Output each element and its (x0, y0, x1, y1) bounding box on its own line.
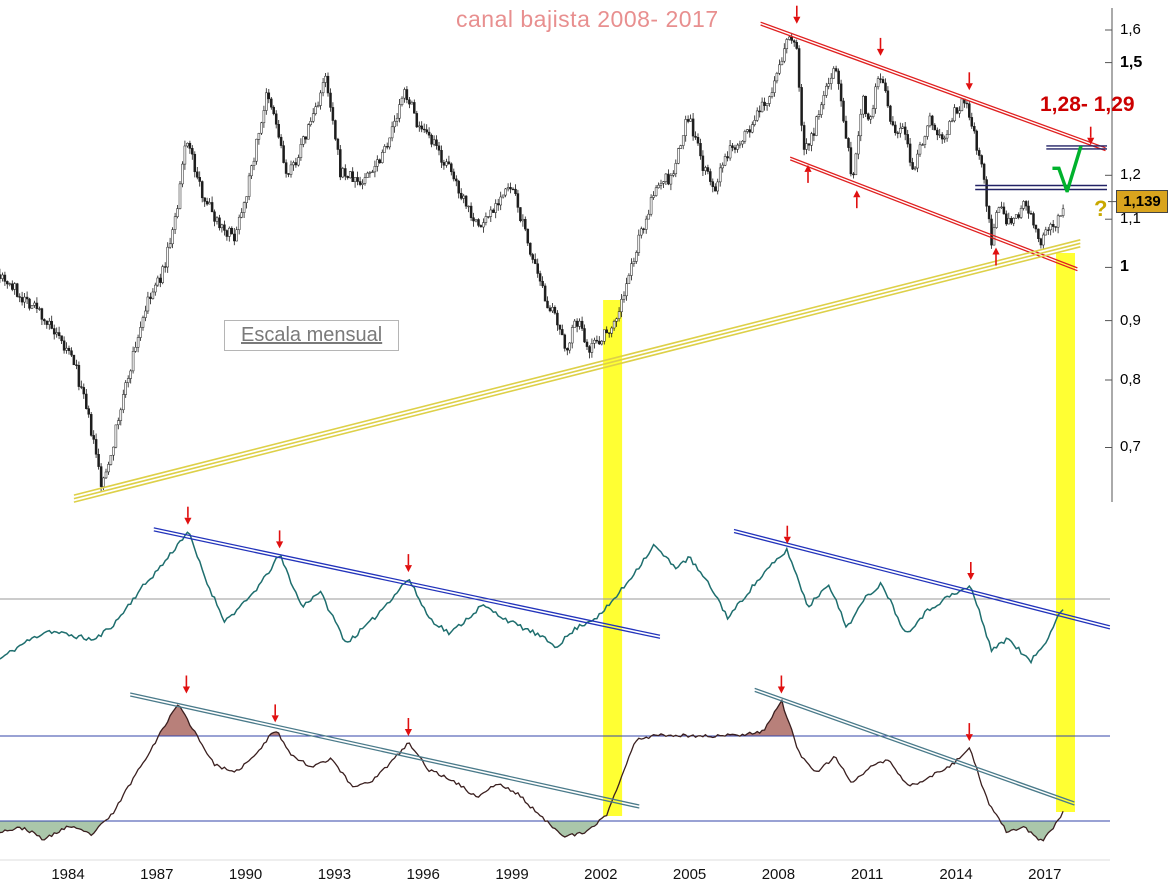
breakout-check-mark: √ (1051, 140, 1083, 205)
last-price-tag: 1,139 (1116, 190, 1168, 213)
x-axis-label: 1993 (317, 866, 352, 883)
y-axis-label: 1,5 (1120, 53, 1143, 71)
osc2-downtrend-2008-2018 (754, 687, 1075, 803)
osc1-downtrend-2008-2017 (733, 531, 1111, 630)
breakout-question-mark: ? (1094, 196, 1108, 221)
down-arrow-icon (783, 536, 791, 544)
overbought-fill (0, 700, 1064, 736)
up-arrow-icon (853, 190, 861, 198)
down-arrow-icon (404, 565, 412, 573)
down-arrow-icon (965, 83, 973, 91)
x-axis-label: 2014 (939, 866, 973, 883)
chart-title: canal bajista 2008- 2017 (456, 6, 719, 32)
osc2-downtrend-1988-2003 (130, 695, 640, 809)
bear-channel-upper (760, 24, 1106, 152)
highlight-bands (603, 253, 1075, 816)
x-axis-label: 1999 (495, 866, 529, 883)
bear-channel-lower (789, 156, 1078, 269)
oscillator2-threshold-fills (0, 700, 1064, 841)
down-arrow-icon (793, 16, 801, 24)
signal-arrows (182, 5, 1095, 742)
x-axis-label: 2008 (761, 866, 796, 883)
long-term-support (73, 239, 1081, 496)
up-arrow-icon (992, 247, 1000, 255)
scale-note: Escala mensual (224, 320, 400, 351)
x-axis-label: 1996 (406, 866, 440, 883)
long-term-support (73, 246, 1081, 503)
osc2-downtrend-2008-2018 (754, 690, 1075, 806)
oscillator2-line (0, 698, 1064, 842)
osc1-downtrend-1988-2004 (153, 527, 661, 636)
down-arrow-icon (876, 48, 885, 56)
oversold-fill (0, 821, 1064, 841)
down-arrow-icon (271, 715, 279, 723)
down-arrow-icon (965, 734, 973, 742)
down-arrow-icon (404, 729, 412, 736)
price-target-label: 1,28- 1,29 (1040, 93, 1135, 116)
y-axis-label: 1,6 (1120, 21, 1141, 38)
y-axis-label: 1,1 (1120, 210, 1141, 228)
x-axis-label: 2017 (1028, 866, 1062, 883)
osc2-downtrend-1988-2003 (130, 692, 640, 806)
y-axis-label: 0,8 (1120, 371, 1141, 389)
up-arrow-icon (804, 164, 812, 172)
down-arrow-icon (967, 573, 975, 580)
osc1-downtrend-1988-2004 (153, 530, 661, 639)
x-axis-label: 2005 (672, 866, 707, 883)
y-axis-label: 1 (1120, 258, 1129, 276)
oscillator1-line (0, 531, 1064, 665)
x-axis-label: 2002 (584, 866, 618, 883)
trendlines (73, 21, 1111, 809)
candlestick-series (0, 32, 1065, 492)
down-arrow-icon (1087, 137, 1095, 145)
panel-gridlines (0, 598, 1110, 861)
x-axis-label: 1984 (51, 866, 85, 883)
x-axis-label: 1990 (228, 866, 263, 883)
y-axis-label: 0,9 (1120, 311, 1141, 329)
down-arrow-icon (777, 686, 785, 694)
price-axis (1105, 8, 1116, 502)
osc1-downtrend-2008-2017 (733, 528, 1111, 627)
down-arrow-icon (184, 517, 192, 525)
long-term-support (73, 242, 1081, 500)
x-axis-label: 1987 (140, 866, 174, 883)
bear-channel-upper (760, 21, 1106, 149)
down-arrow-icon (276, 541, 284, 549)
x-axis-label: 2011 (851, 866, 884, 883)
y-axis-label: 1,2 (1120, 166, 1141, 184)
y-axis-label: 0,7 (1120, 438, 1141, 456)
down-arrow-icon (182, 686, 190, 694)
